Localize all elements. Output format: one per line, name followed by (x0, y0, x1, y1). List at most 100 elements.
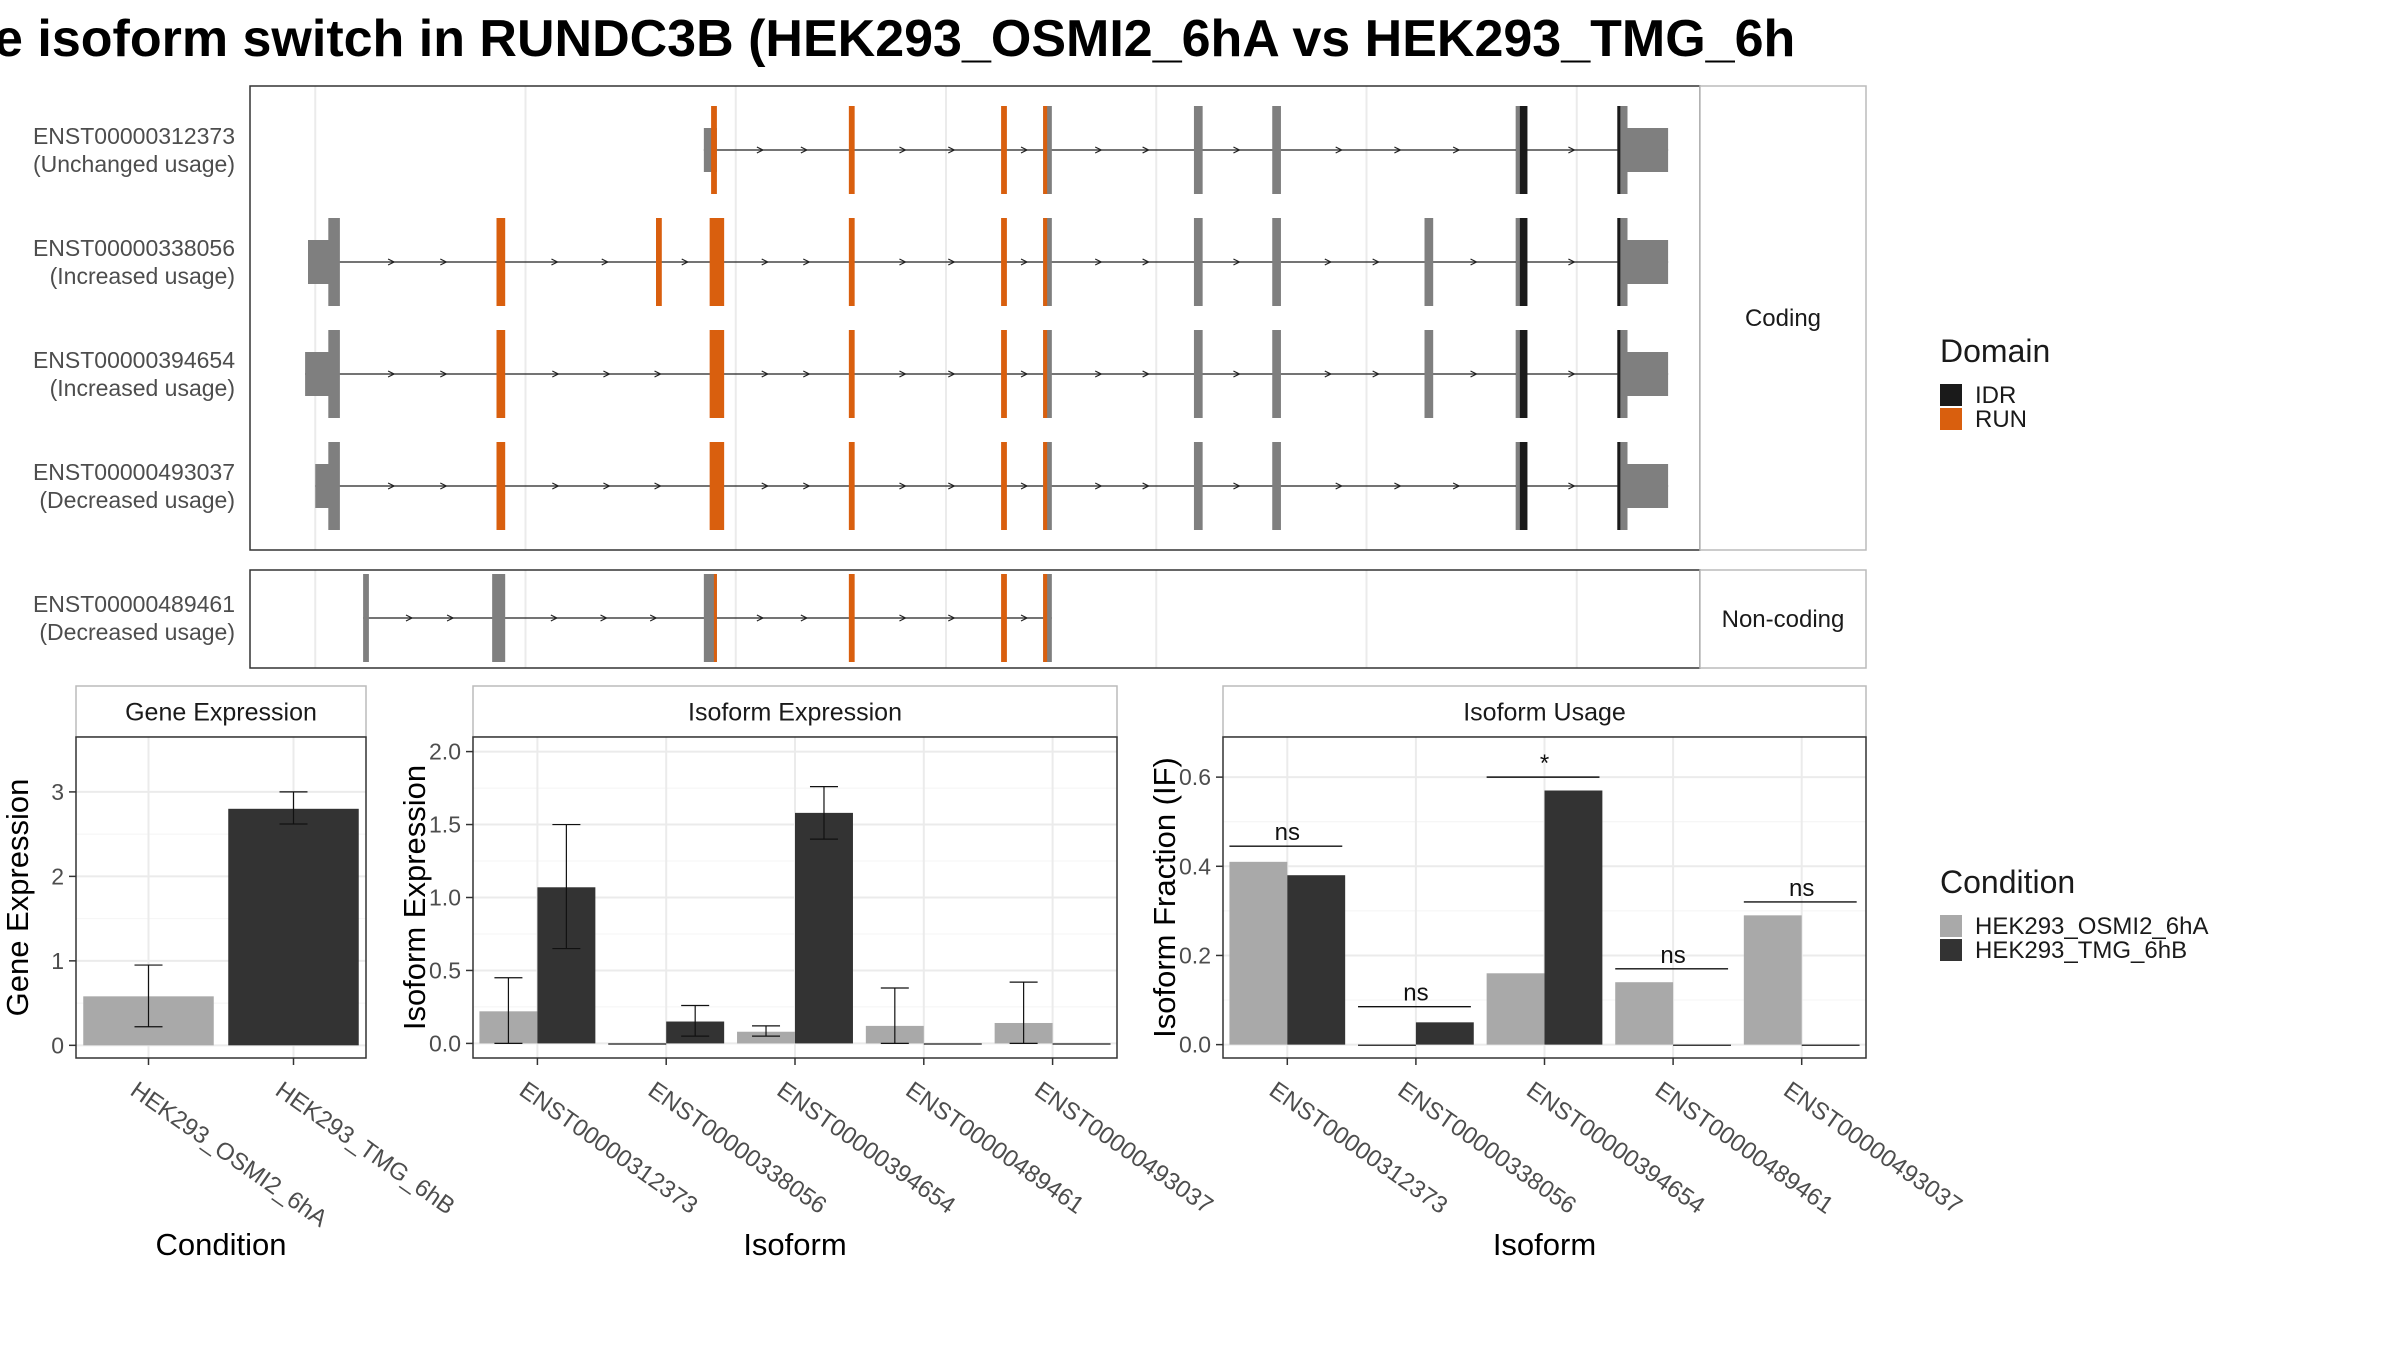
bar-HEK293_TMG_6hB-ENST00000493037 (1052, 1043, 1111, 1045)
intron-arrow (899, 370, 907, 378)
legend-domain-label: RUN (1975, 406, 2027, 433)
facet-label-coding: Coding (1745, 305, 1821, 332)
intron-arrow (803, 258, 811, 266)
exon-edge (1515, 442, 1520, 530)
exon (1193, 330, 1203, 418)
exon-edge (1617, 218, 1621, 306)
intron-arrow (899, 258, 907, 266)
exon (492, 574, 506, 662)
intron-arrow (1452, 146, 1461, 154)
y-tick-label: 0.2 (1179, 942, 1211, 968)
bar-HEK293_OSMI2_6hA-ENST00000493037 (1743, 915, 1802, 1045)
intron-arrow (387, 258, 396, 266)
intron-arrow (800, 146, 809, 154)
exon-run-part (713, 574, 717, 662)
exon (1272, 218, 1281, 306)
exon (1043, 106, 1052, 194)
exon (848, 106, 855, 194)
exon (1001, 574, 1007, 662)
exon (1515, 106, 1528, 194)
intron-arrow (387, 370, 396, 378)
intron-arrow (1142, 146, 1150, 154)
transcript-usage-label: (Increased usage) (50, 375, 235, 401)
exon (496, 330, 506, 418)
exon (1515, 330, 1528, 418)
transcript-ENST00000489461 (363, 574, 1052, 662)
bar-HEK293_TMG_6hB-ENST00000489461 (923, 1043, 982, 1045)
significance-label: ns (1275, 819, 1300, 846)
intron-arrow (387, 482, 396, 490)
legend-condition-swatch (1940, 915, 1962, 937)
legend-domain-swatch-idr (1940, 384, 1962, 406)
transcript-id-label: ENST00000338056 (33, 235, 235, 261)
y-tick-label: 2.0 (429, 739, 461, 765)
facet-label-noncoding: Non-coding (1722, 606, 1845, 633)
intron-arrow (1020, 614, 1029, 622)
intron-arrow (1142, 370, 1150, 378)
intron-arrow (551, 258, 559, 266)
exon-run-part (1043, 574, 1048, 662)
facet-strip-coding (1699, 85, 1867, 551)
exon (1617, 442, 1628, 530)
intron-arrow (1233, 146, 1241, 154)
intron-arrow (654, 370, 662, 378)
transcript-ENST00000493037 (315, 442, 1669, 530)
intron-arrow (1142, 482, 1150, 490)
exon-edge (1515, 106, 1520, 194)
exon (1043, 218, 1052, 306)
bar-HEK293_OSMI2_6hA-ENST00000394654 (1486, 973, 1545, 1045)
intron-arrow (1094, 146, 1103, 154)
exon (1001, 330, 1007, 418)
exon (709, 442, 725, 530)
chart-panel-1 (466, 685, 1118, 1065)
transcript-id-label: ENST00000312373 (33, 123, 235, 149)
intron-arrow (603, 370, 611, 378)
significance-label: ns (1789, 875, 1814, 902)
intron-arrow (899, 614, 907, 622)
intron-arrow (1372, 370, 1380, 378)
exon (709, 330, 725, 418)
exon (1272, 330, 1281, 418)
structure-panel-bg (250, 86, 1700, 550)
y-tick-label: 0.4 (1179, 853, 1211, 879)
exon (709, 218, 725, 306)
significance-label: * (1540, 750, 1549, 777)
exon-edge (1617, 106, 1621, 194)
intron-arrow (440, 258, 448, 266)
chart-panel-0 (69, 685, 367, 1065)
transcript-ENST00000312373 (703, 106, 1669, 194)
y-tick-label: 0.6 (1179, 764, 1211, 790)
facet-strip-noncoding (1699, 569, 1867, 669)
bar-HEK293_TMG_6hB-ENST00000394654 (795, 812, 853, 1044)
transcript-usage-label: (Decreased usage) (39, 619, 235, 645)
intron-arrow (1335, 482, 1344, 490)
intron-arrow (1470, 258, 1478, 266)
transcript-ENST00000394654 (305, 330, 1669, 418)
transcript-id-label: ENST00000394654 (33, 347, 235, 373)
exon (328, 330, 340, 418)
exon (1424, 330, 1434, 418)
exon-edge (1617, 442, 1621, 530)
bar-HEK293_TMG_6hB-ENST00000394654 (1544, 790, 1603, 1045)
y-axis-title: Gene Expression (0, 779, 35, 1017)
intron-arrow (681, 258, 690, 266)
utr-3prime (1627, 240, 1669, 284)
intron-arrow (446, 614, 455, 622)
intron-arrow (552, 370, 560, 378)
exon (1515, 218, 1528, 306)
y-tick-label: 1.5 (429, 812, 461, 838)
intron-arrow (440, 482, 448, 490)
intron-arrow (601, 258, 610, 266)
exon (848, 330, 855, 418)
exon-run-part (1043, 442, 1048, 530)
exon (496, 442, 506, 530)
intron-arrow (1372, 258, 1380, 266)
chart-strip (472, 685, 1118, 738)
legend-condition-swatch (1940, 939, 1962, 961)
bar-HEK293_OSMI2_6hA-ENST00000312373 (1229, 861, 1288, 1045)
intron-arrow (405, 614, 414, 622)
exon (848, 218, 855, 306)
exon (1515, 442, 1528, 530)
intron-arrow (440, 370, 448, 378)
